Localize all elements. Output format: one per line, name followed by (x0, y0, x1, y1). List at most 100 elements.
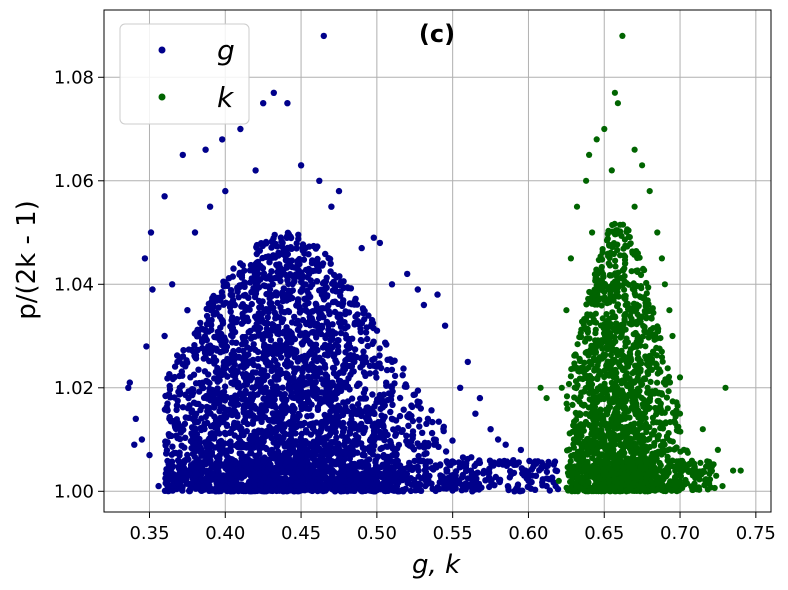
point-g (304, 458, 311, 465)
point-k (634, 268, 641, 276)
point-g (287, 392, 295, 400)
point-g (238, 271, 246, 279)
point-g (539, 476, 546, 483)
point-g (345, 309, 353, 316)
point-k (598, 263, 605, 271)
point-g (340, 399, 347, 406)
point-g (443, 484, 450, 491)
point-k (568, 366, 575, 373)
point-g (229, 333, 236, 340)
point-g (233, 471, 241, 478)
point-k (664, 405, 671, 412)
point-g (302, 427, 310, 434)
point-g (277, 277, 284, 285)
point-g (233, 316, 241, 323)
point-g (354, 311, 361, 318)
point-g (355, 321, 362, 328)
point-g (485, 474, 493, 481)
point-g (171, 373, 178, 381)
point-g (220, 365, 227, 373)
point-g (126, 379, 133, 386)
point-g (260, 444, 267, 451)
point-g (276, 337, 284, 344)
point-g (328, 203, 335, 210)
point-g (237, 426, 244, 433)
point-k (611, 326, 618, 334)
point-g (317, 426, 325, 433)
point-k (597, 285, 605, 292)
point-g (163, 481, 171, 489)
point-g (164, 406, 171, 413)
point-g (238, 451, 245, 459)
point-k (603, 371, 611, 378)
point-k (614, 303, 621, 310)
point-g (216, 430, 223, 437)
point-g (282, 475, 290, 482)
point-g (376, 345, 383, 352)
point-g (385, 476, 392, 483)
point-g (279, 428, 286, 435)
point-g (326, 482, 333, 489)
point-g (449, 437, 456, 444)
point-g (424, 443, 432, 450)
point-g (271, 274, 279, 282)
point-g (462, 467, 470, 475)
point-g (399, 372, 406, 379)
point-g (200, 355, 207, 362)
point-g (208, 449, 216, 456)
point-g (302, 307, 309, 314)
point-g (322, 420, 329, 428)
point-g (313, 278, 321, 285)
point-g (273, 487, 280, 495)
point-g (237, 389, 244, 397)
point-g (181, 457, 189, 465)
point-g (253, 241, 261, 249)
point-g (358, 420, 365, 428)
point-g (368, 467, 375, 474)
point-g (201, 420, 209, 427)
point-g (260, 389, 267, 396)
point-g (219, 348, 227, 355)
point-g (522, 467, 529, 474)
point-g (388, 358, 396, 365)
point-g (182, 434, 189, 441)
point-g (374, 453, 382, 460)
point-g (251, 473, 258, 480)
point-g (218, 390, 225, 397)
point-g (499, 461, 507, 468)
point-g (332, 281, 339, 289)
point-g (283, 341, 290, 349)
point-g (459, 460, 466, 467)
point-g (400, 365, 407, 372)
point-k (595, 256, 603, 264)
point-g (219, 405, 227, 412)
point-g (374, 468, 381, 476)
point-k (653, 335, 660, 342)
point-k (640, 375, 648, 382)
point-g (322, 371, 329, 378)
point-g (338, 279, 346, 286)
point-g (278, 392, 286, 399)
point-g (300, 485, 307, 493)
point-g (336, 273, 343, 280)
point-g (211, 390, 218, 398)
point-g (405, 422, 412, 429)
point-g (332, 429, 339, 436)
point-g (442, 448, 450, 455)
point-g (225, 440, 233, 447)
point-g (305, 373, 312, 380)
point-g (243, 352, 250, 359)
point-g (443, 466, 450, 473)
point-g (393, 451, 400, 458)
point-g (354, 401, 362, 408)
point-g (390, 464, 397, 472)
point-g (146, 451, 153, 459)
point-g (342, 384, 350, 391)
point-g (266, 295, 273, 302)
point-g (362, 386, 369, 393)
point-g (236, 384, 243, 391)
point-g (388, 415, 396, 422)
point-g (268, 452, 275, 459)
point-g (290, 426, 297, 433)
